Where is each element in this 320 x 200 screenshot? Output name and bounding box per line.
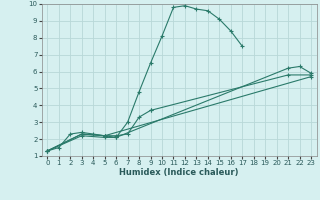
X-axis label: Humidex (Indice chaleur): Humidex (Indice chaleur) [119,168,239,177]
